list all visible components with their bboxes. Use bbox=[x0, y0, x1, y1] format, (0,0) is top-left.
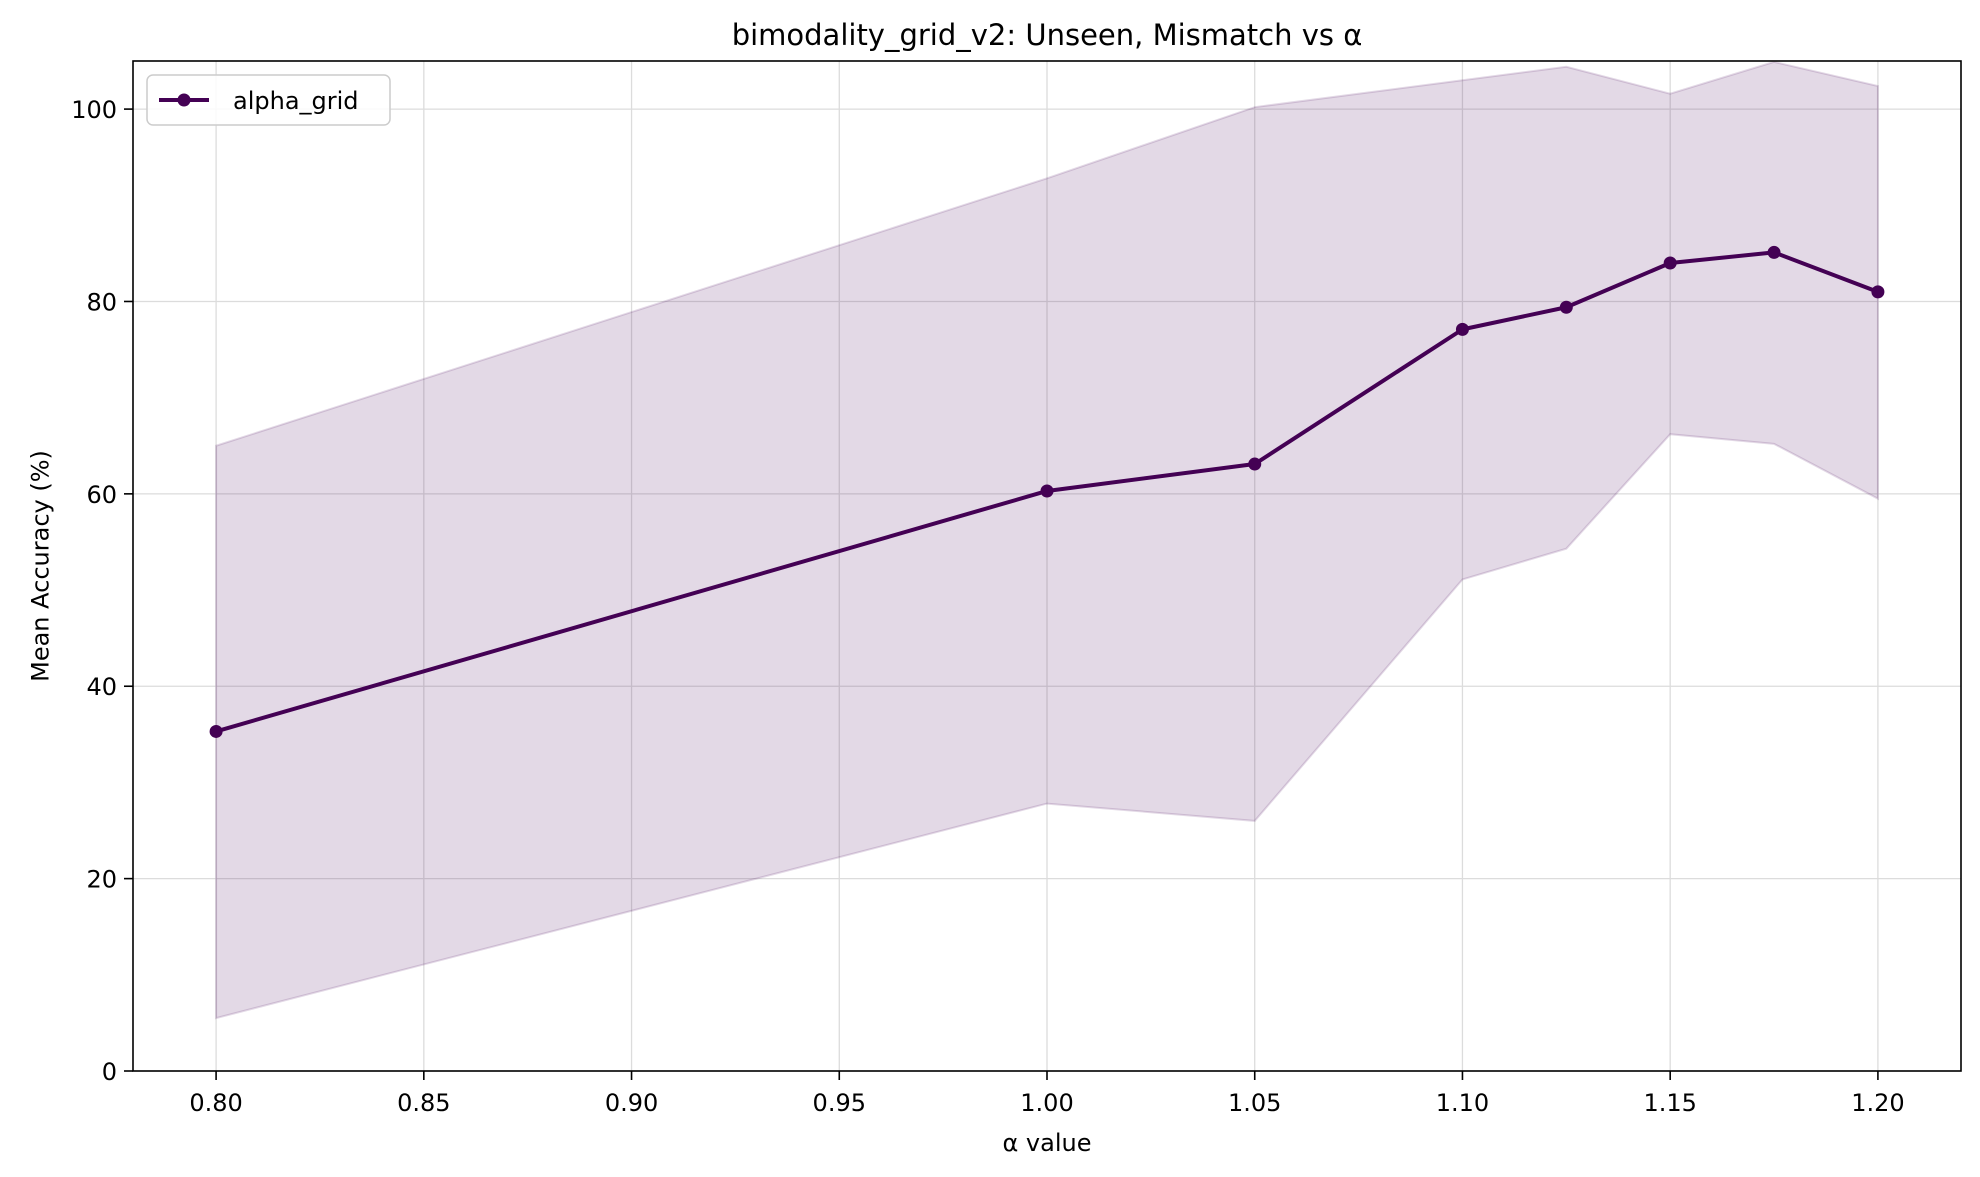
chart-title: bimodality_grid_v2: Unseen, Mismatch vs … bbox=[732, 18, 1363, 52]
y-tick-label: 60 bbox=[86, 481, 117, 509]
legend: alpha_grid bbox=[146, 74, 391, 126]
y-tick-label: 80 bbox=[86, 288, 117, 316]
y-tick-label: 40 bbox=[86, 673, 117, 701]
legend-marker bbox=[177, 93, 191, 107]
data-point bbox=[1767, 245, 1781, 259]
x-tick-label: 1.15 bbox=[1643, 1089, 1696, 1117]
x-tick-label: 0.85 bbox=[397, 1089, 450, 1117]
data-point bbox=[1559, 300, 1573, 314]
x-tick-label: 1.20 bbox=[1851, 1089, 1904, 1117]
legend-label: alpha_grid bbox=[233, 87, 359, 115]
series-lines bbox=[215, 250, 1879, 734]
data-point bbox=[1871, 285, 1885, 299]
y-axis-label: Mean Accuracy (%) bbox=[26, 450, 54, 682]
x-tick-label: 1.10 bbox=[1436, 1089, 1489, 1117]
series-line bbox=[215, 250, 1879, 734]
data-point bbox=[1248, 457, 1262, 471]
confidence-bands bbox=[215, 60, 1879, 1020]
x-axis-label: α value bbox=[1002, 1129, 1091, 1157]
x-axis-ticks: 0.80 0.85 0.90 0.95 1.00 1.05 1.10 1.15 1.20 bbox=[189, 1071, 1905, 1117]
data-point bbox=[1455, 322, 1469, 336]
y-tick-label: 100 bbox=[71, 96, 117, 124]
data-point bbox=[1040, 484, 1054, 498]
legend-box bbox=[146, 74, 391, 126]
x-tick-label: 0.90 bbox=[605, 1089, 658, 1117]
confidence-band bbox=[215, 60, 1879, 1020]
data-point bbox=[1663, 256, 1677, 270]
y-tick-label: 0 bbox=[102, 1058, 117, 1086]
x-tick-label: 0.95 bbox=[813, 1089, 866, 1117]
x-tick-label: 0.80 bbox=[189, 1089, 242, 1117]
y-axis-ticks: 0 20 40 60 80 100 bbox=[71, 96, 133, 1086]
x-tick-label: 1.00 bbox=[1020, 1089, 1073, 1117]
data-point bbox=[209, 724, 223, 738]
x-tick-label: 1.05 bbox=[1228, 1089, 1281, 1117]
series-points bbox=[209, 245, 1885, 738]
y-tick-label: 20 bbox=[86, 866, 117, 894]
